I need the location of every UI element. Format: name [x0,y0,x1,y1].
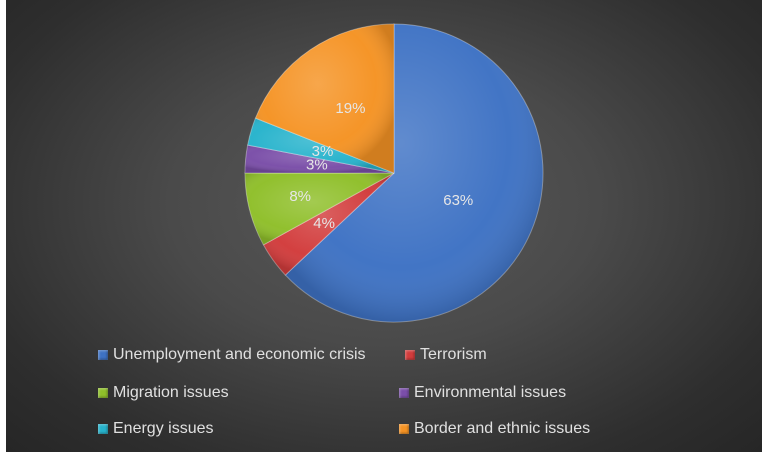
legend-swatch-terrorism [405,350,415,360]
legend-item-terrorism: Terrorism [405,346,487,364]
legend-label-border-ethnic: Border and ethnic issues [414,420,590,438]
chart-area: 63% 4% 8% 3% 3% 19% Unemployment and economic… [6,0,762,452]
data-label-unemployment: 63% [443,192,473,209]
legend-item-unemployment: Unemployment and economic crisis [98,346,366,364]
legend-swatch-unemployment [98,350,108,360]
legend-label-unemployment: Unemployment and economic crisis [113,346,366,364]
legend-label-migration: Migration issues [113,384,229,402]
data-label-energy: 3% [312,143,334,160]
legend-swatch-migration [98,388,108,398]
legend-swatch-environmental [399,388,409,398]
legend-item-environmental: Environmental issues [399,384,566,402]
legend-item-migration: Migration issues [98,384,229,402]
legend-label-environmental: Environmental issues [414,384,566,402]
data-label-terrorism: 4% [313,215,335,232]
legend-swatch-energy [98,424,108,434]
legend-label-energy: Energy issues [113,420,214,438]
legend-swatch-border-ethnic [399,424,409,434]
legend-label-terrorism: Terrorism [420,346,487,364]
legend-item-energy: Energy issues [98,420,214,438]
data-label-border-ethnic: 19% [335,100,365,117]
legend-item-border-ethnic: Border and ethnic issues [399,420,590,438]
data-label-migration: 8% [289,188,311,205]
